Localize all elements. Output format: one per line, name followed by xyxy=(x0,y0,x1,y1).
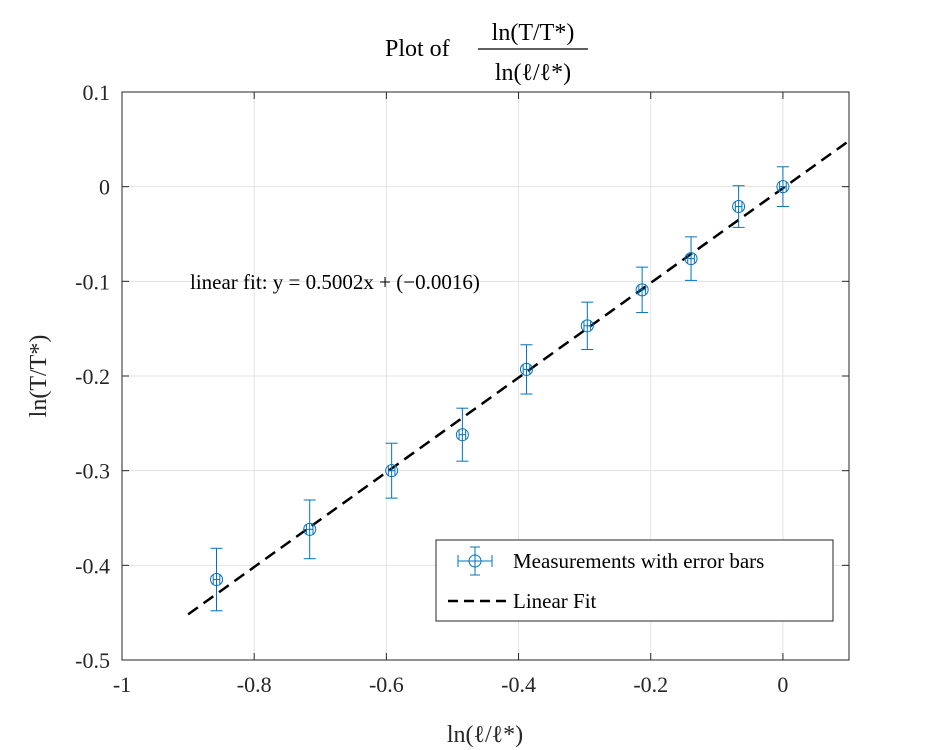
data-point-marker xyxy=(519,362,533,376)
data-point-marker xyxy=(385,464,399,478)
x-axis-ticks: -1 -0.8 -0.6 -0.4 -0.2 0 xyxy=(113,92,788,697)
data-point-marker xyxy=(210,573,224,587)
data-point xyxy=(732,185,746,228)
measurement-series xyxy=(210,166,790,612)
x-axis-label: ln(ℓ/ℓ*) xyxy=(447,722,523,748)
legend-label-measurements: Measurements with error bars xyxy=(513,549,764,573)
data-point xyxy=(684,236,698,281)
data-point xyxy=(455,407,469,462)
y-tick-label: 0 xyxy=(99,175,110,200)
data-point-marker xyxy=(303,522,317,536)
data-point-marker xyxy=(580,319,594,333)
y-tick-label: -0.3 xyxy=(75,459,110,484)
legend-marker-measurements xyxy=(457,546,493,576)
grid xyxy=(121,91,849,661)
fit-annotation: linear fit: y = 0.5002x + (−0.0016) xyxy=(190,270,480,294)
y-tick-label: -0.1 xyxy=(75,269,110,294)
y-tick-label: -0.2 xyxy=(75,364,110,389)
data-point-marker xyxy=(732,200,746,214)
chart-title-denominator: ln(ℓ/ℓ*) xyxy=(495,60,571,86)
legend-label-fit: Linear Fit xyxy=(513,589,597,613)
y-tick-label: -0.4 xyxy=(75,553,110,578)
x-tick-label: 0 xyxy=(777,672,788,697)
x-tick-label: -1 xyxy=(113,672,131,697)
x-tick-label: -0.4 xyxy=(501,672,536,697)
fit-series xyxy=(187,139,850,616)
chart-title-prefix: Plot of xyxy=(385,36,450,62)
y-tick-label: 0.1 xyxy=(83,80,111,105)
x-tick-label: -0.6 xyxy=(369,672,404,697)
y-tick-label: -0.5 xyxy=(75,648,110,673)
data-point xyxy=(303,499,317,560)
data-point xyxy=(519,344,533,395)
chart-title-numerator: ln(T/T*) xyxy=(492,20,575,46)
data-point xyxy=(635,266,649,314)
data-point-marker xyxy=(776,180,790,194)
x-tick-label: -0.2 xyxy=(633,672,668,697)
data-point xyxy=(580,301,594,350)
data-point-marker xyxy=(684,252,698,266)
fit-line xyxy=(187,139,850,616)
data-point xyxy=(210,547,224,612)
x-tick-label: -0.8 xyxy=(237,672,272,697)
y-axis-label: ln(T/T*) xyxy=(26,335,52,418)
legend: Measurements with error bars Linear Fit xyxy=(435,539,834,622)
data-point-marker xyxy=(455,428,469,442)
legend-box xyxy=(435,539,834,622)
data-point xyxy=(385,442,399,499)
data-point-marker xyxy=(635,283,649,297)
y-axis-ticks: -0.5 -0.4 -0.3 -0.2 -0.1 0 0.1 xyxy=(75,80,849,673)
data-point xyxy=(776,166,790,208)
